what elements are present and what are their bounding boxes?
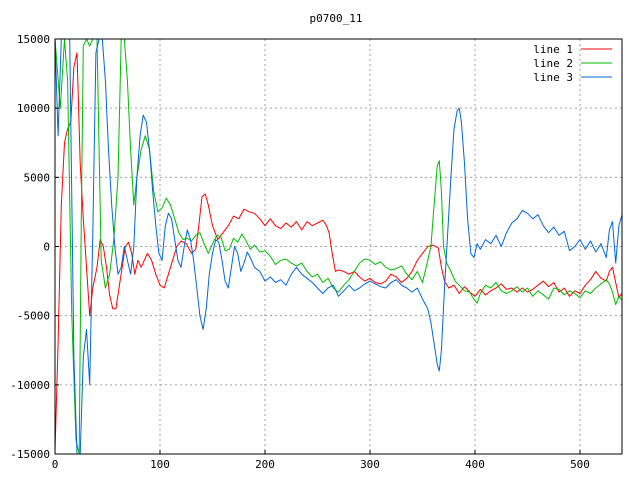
y-tick-label: 0 bbox=[43, 241, 50, 254]
y-tick-label: -15000 bbox=[10, 448, 50, 461]
chart-title: p0700_11 bbox=[310, 12, 363, 25]
x-tick-label: 100 bbox=[150, 458, 170, 471]
y-tick-label: 10000 bbox=[17, 102, 50, 115]
grid bbox=[55, 39, 622, 454]
legend-label: line 3 bbox=[533, 71, 573, 84]
y-tick-label: 15000 bbox=[17, 33, 50, 46]
legend-label: line 2 bbox=[533, 57, 573, 70]
x-tick-label: 400 bbox=[465, 458, 485, 471]
y-tick-label: -5000 bbox=[17, 310, 50, 323]
legend-label: line 1 bbox=[533, 43, 573, 56]
x-tick-label: 200 bbox=[255, 458, 275, 471]
x-tick-label: 0 bbox=[52, 458, 59, 471]
y-tick-label: 5000 bbox=[24, 171, 51, 184]
axis-ticks: 0 100 200 300 400 500 -15000 -10000 -5000 0 5000 10… bbox=[10, 33, 590, 471]
x-tick-label: 300 bbox=[360, 458, 380, 471]
series-line-3 bbox=[55, 39, 622, 454]
y-tick-label: -10000 bbox=[10, 379, 50, 392]
series-line-2 bbox=[55, 39, 622, 454]
x-tick-label: 500 bbox=[570, 458, 590, 471]
series-line-1 bbox=[55, 52, 622, 452]
series-lines bbox=[55, 39, 622, 454]
